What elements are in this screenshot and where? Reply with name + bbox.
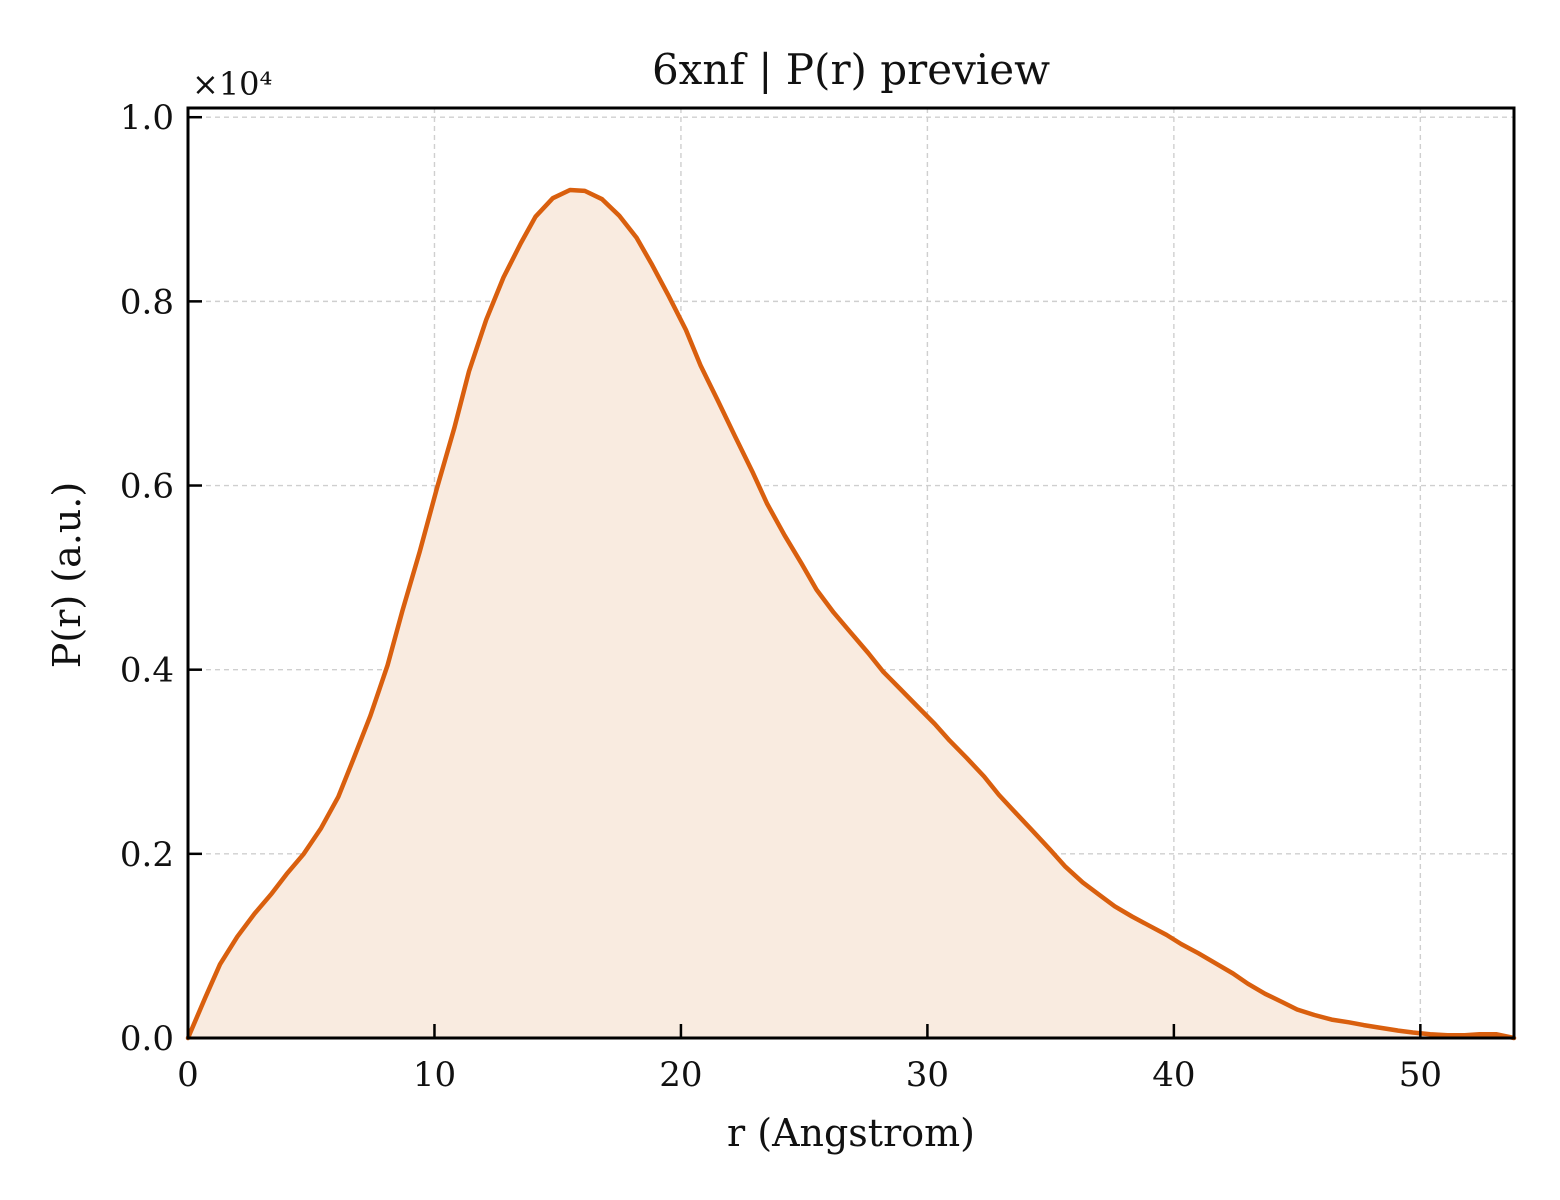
y-tick-label: 0.8 (120, 282, 174, 322)
x-tick-label: 30 (906, 1055, 949, 1095)
area-fill (188, 190, 1514, 1038)
chart-title: 6xnf | P(r) preview (652, 45, 1050, 94)
y-axis-label: P(r) (a.u.) (45, 482, 89, 668)
y-axis-multiplier: ×10⁴ (192, 65, 272, 103)
x-tick-label: 0 (177, 1055, 199, 1095)
y-tick-label: 0.0 (120, 1019, 174, 1059)
x-tick-label: 40 (1152, 1055, 1195, 1095)
x-tick-label: 20 (659, 1055, 702, 1095)
y-tick-label: 0.6 (120, 467, 174, 507)
x-tick-label: 50 (1399, 1055, 1442, 1095)
plot-frame (186, 106, 1516, 1040)
y-tick-label: 1.0 (120, 98, 174, 138)
axis-ticks: 0 10 20 30 40 50 0.0 0.2 0.4 0.6 0.8 1.0 (120, 98, 1442, 1095)
pr-curve (185, 187, 1517, 1041)
x-axis-label: r (Angstrom) (727, 1111, 975, 1155)
y-tick-label: 0.4 (120, 651, 174, 691)
x-tick-label: 10 (413, 1055, 456, 1095)
y-tick-label: 0.2 (120, 835, 174, 875)
